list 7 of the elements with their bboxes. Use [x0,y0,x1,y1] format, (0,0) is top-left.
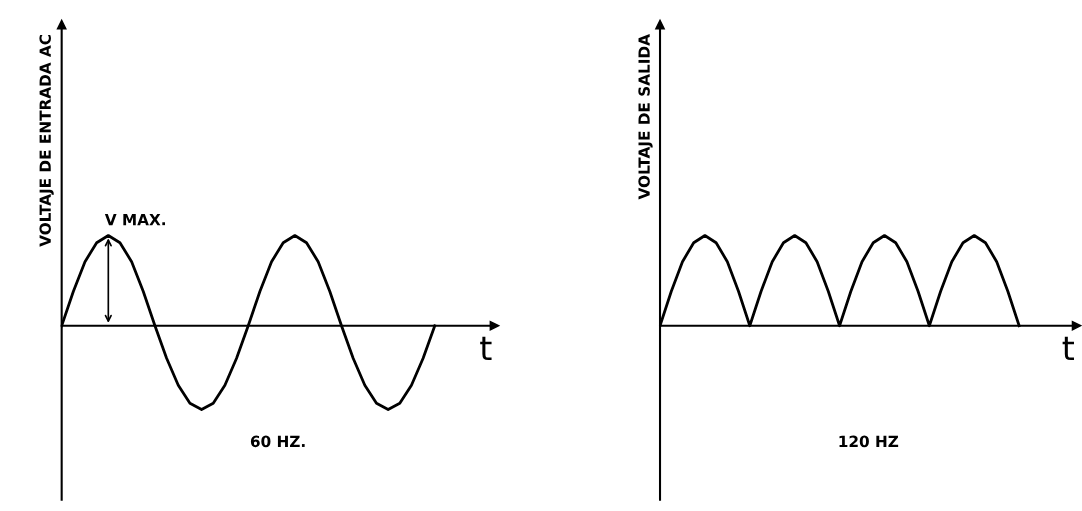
y-axis-title: VOLTAJE DE ENTRADA AC [39,35,54,247]
y-axis-title: VOLTAJE DE SALIDA [638,34,653,200]
x-axis-title: t [480,336,492,361]
text: V MAX. [104,214,166,226]
text: 120 HZ [839,435,899,448]
x-axis-title: t [1062,336,1074,361]
text: 60 HZ. [250,435,305,448]
